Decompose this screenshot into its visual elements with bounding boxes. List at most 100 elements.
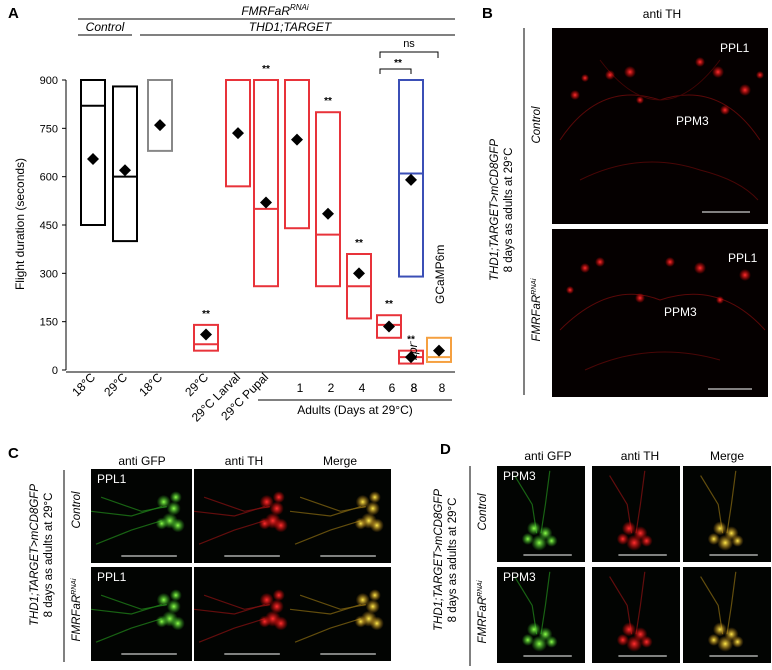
significance-label: ** [385, 299, 393, 310]
cell-body [258, 615, 271, 628]
neuron-fiber [540, 571, 551, 635]
x-tick-label: 18°C [69, 370, 98, 399]
x-tick-label: 2 [328, 381, 335, 395]
neuron-fiber [299, 594, 366, 610]
micrograph: PPM3 [497, 567, 585, 663]
panel-d-row-rnai: FMRFaRRNAi [477, 580, 489, 643]
x-tick-label: 8 [411, 381, 418, 395]
mean-marker [433, 344, 445, 357]
cell-body [712, 622, 727, 637]
micrograph-background [290, 567, 391, 661]
x-tick-label: 29°C [101, 370, 130, 399]
mean-marker [200, 328, 212, 341]
box [426, 336, 452, 363]
y-tick-label: 0 [52, 365, 58, 377]
x-tick-label: 18°C [136, 370, 165, 399]
panel-b-control-image [552, 28, 768, 224]
cluster-label: PPL1 [97, 472, 127, 486]
cell-body [626, 635, 643, 652]
panel-d-images: PPM3 PPM3 [497, 466, 771, 663]
mean-marker [291, 133, 303, 146]
panel-label-b: B [482, 5, 493, 22]
cell-body [521, 532, 534, 545]
panel-a: A FMRFaRRNAi Control THD1;TARGET ns ** F… [8, 3, 455, 425]
neuron-fiber [726, 470, 737, 534]
cell-body [259, 592, 274, 607]
box [112, 85, 138, 243]
x-tick-label: 8 [411, 381, 418, 395]
micrograph [289, 469, 391, 563]
micrograph [592, 567, 680, 663]
panel-c: C THD1;TARGET>mCD8GFP 8 days as adults a… [8, 445, 391, 662]
panel-c-images: PPL1 PPL1 [90, 469, 391, 661]
cell-body [273, 518, 288, 533]
cell-body [621, 622, 636, 637]
micrograph-background [290, 469, 391, 563]
cell-body [155, 517, 168, 530]
panel-d-col-gfp: anti GFP [524, 449, 571, 463]
cell-body [258, 517, 271, 530]
mean-marker [405, 351, 417, 364]
cell-body [369, 518, 384, 533]
cell-body [731, 534, 744, 547]
neuron-fiber [294, 618, 361, 643]
panel-label-d: D [440, 441, 451, 458]
panel-label-a: A [8, 5, 19, 22]
cell-body [616, 633, 629, 646]
cell-body [355, 494, 370, 509]
box [80, 79, 106, 226]
panel-b-ppl1-rnai: PPL1 [728, 251, 758, 265]
panel-b-rnai-neurons [559, 257, 766, 371]
cell-body [269, 599, 284, 614]
box [147, 79, 173, 152]
panel-d-condition: 8 days as adults at 29°C [447, 498, 459, 623]
mean-marker [87, 152, 99, 165]
box [398, 79, 424, 278]
neuron-fiber [726, 571, 737, 635]
cell-body [707, 633, 720, 646]
micrograph: PPL1 [90, 469, 192, 563]
x-tick-label: 8 [439, 381, 446, 395]
box [284, 79, 310, 230]
y-tick-label: 150 [40, 317, 58, 329]
panel-label-c: C [8, 445, 19, 462]
mean-marker [383, 320, 395, 333]
significance-label: ** [407, 335, 415, 346]
cell-body [531, 635, 548, 652]
boxes-layer: ** ** ** ** ** ** [80, 64, 452, 365]
cell-body [166, 599, 181, 614]
panel-d-genotype: THD1;TARGET>mCD8GFP [433, 489, 445, 631]
neuron-fiber [635, 470, 646, 534]
cell-body [170, 616, 185, 631]
cell-body [369, 616, 384, 631]
neuron-fiber [294, 520, 361, 545]
cell-body [717, 534, 734, 551]
micrograph [289, 567, 391, 661]
panel-b-ppl1-control: PPL1 [720, 41, 750, 55]
neuron-fiber [540, 470, 551, 534]
panel-c-row-control: Control [71, 491, 83, 529]
cell-body [365, 599, 380, 614]
panel-b-ppm3-control: PPM3 [676, 114, 709, 128]
significance-label: ** [202, 309, 210, 320]
sig-bracket [379, 68, 412, 74]
cell-body [259, 494, 274, 509]
neuron-fiber [95, 520, 162, 545]
panel-c-col-merge: Merge [323, 454, 357, 468]
cell-body [156, 494, 171, 509]
neuron-fiber [635, 571, 646, 635]
neuron-fiber [203, 496, 270, 512]
y-tick-label: 300 [40, 268, 58, 280]
mean-marker [260, 196, 272, 209]
x-tick-label: 1 [297, 381, 304, 395]
y-tick-label: 900 [40, 75, 58, 87]
cell-body [155, 615, 168, 628]
cluster-label: PPL1 [97, 570, 127, 584]
panel-d-col-merge: Merge [710, 449, 744, 463]
mean-marker [405, 173, 417, 186]
box [193, 323, 219, 352]
cell-body [354, 615, 367, 628]
header-thd1-target: THD1;TARGET [249, 20, 333, 34]
micrograph: PPM3 [497, 466, 585, 562]
